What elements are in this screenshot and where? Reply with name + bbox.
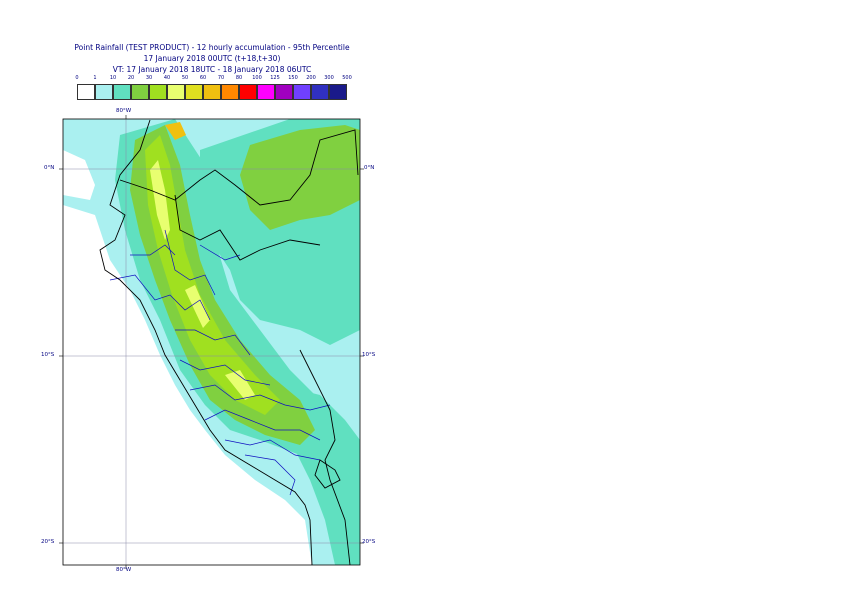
legend-label: 100: [252, 75, 262, 81]
legend-label: 150: [288, 75, 298, 81]
lon-label-top: 80°W: [116, 108, 132, 114]
legend-swatch: [113, 84, 131, 100]
legend-label: 40: [163, 75, 171, 81]
lat-label-left-20: 20°S: [41, 539, 55, 545]
legend-swatch: [77, 84, 95, 100]
legend-swatch: [149, 84, 167, 100]
legend-label: 300: [324, 75, 334, 81]
lat-label-right-20: 20°S: [362, 539, 376, 545]
map-frame: [62, 118, 361, 566]
legend-swatch: [257, 84, 275, 100]
axis-ticks: [59, 115, 364, 569]
legend-label: 50: [181, 75, 189, 81]
national-boundaries: [99, 119, 359, 565]
very-intense-rain-peak: [165, 122, 186, 140]
legend-label: 30: [145, 75, 153, 81]
legend-label: 10: [109, 75, 117, 81]
validity-time: VT: 17 January 2018 18UTC - 18 January 2…: [112, 65, 312, 74]
legend-swatch: [311, 84, 329, 100]
legend-swatch: [185, 84, 203, 100]
lon-label-bottom: 80°W: [116, 567, 132, 573]
intense-rain-peaks: [150, 160, 255, 400]
dry-ocean-patch: [63, 330, 300, 565]
legend-label: 125: [270, 75, 280, 81]
regional-boundaries: [109, 229, 331, 496]
legend-swatch: [95, 84, 113, 100]
legend-label: 200: [306, 75, 316, 81]
rainfall-field: [63, 119, 360, 565]
legend-label: 500: [342, 75, 352, 81]
legend-swatch: [221, 84, 239, 100]
legend-label: 1: [93, 75, 97, 81]
lat-label-right-0: 0°N: [364, 165, 375, 171]
legend-label: 60: [199, 75, 207, 81]
legend-label: 80: [235, 75, 243, 81]
legend-swatch: [329, 84, 347, 100]
legend-label: 20: [127, 75, 135, 81]
lat-label-left-0: 0°N: [44, 165, 55, 171]
run-time: 17 January 2018 00UTC (t+18,t+30): [143, 54, 281, 63]
legend-label: 0: [75, 75, 79, 81]
legend-swatch: [203, 84, 221, 100]
legend-swatch: [293, 84, 311, 100]
map-title: Point Rainfall (TEST PRODUCT) - 12 hourl…: [74, 43, 350, 52]
lat-label-left-10: 10°S: [41, 352, 55, 358]
legend-swatch: [275, 84, 293, 100]
legend-swatch: [131, 84, 149, 100]
legend-swatch: [239, 84, 257, 100]
legend-label: 70: [217, 75, 225, 81]
legend-swatch: [167, 84, 185, 100]
lat-label-right-10: 10°S: [362, 352, 376, 358]
